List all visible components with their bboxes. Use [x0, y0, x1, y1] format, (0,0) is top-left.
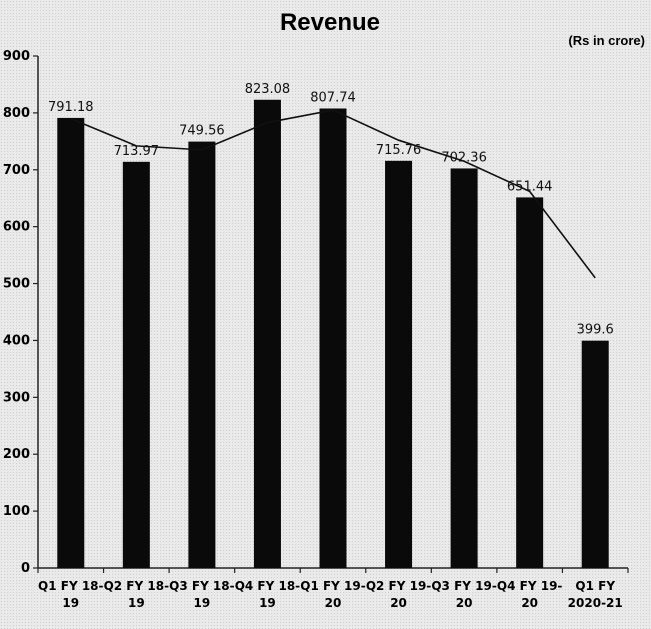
x-tick-label: Q4 FY 18- 19	[235, 579, 300, 610]
y-tick-label: 0	[21, 561, 30, 576]
bar	[516, 197, 544, 568]
y-tick-label: 800	[3, 106, 30, 121]
bars	[57, 99, 609, 569]
x-tick-label: Q4 FY 19- 20	[497, 579, 562, 610]
trendline-group	[70, 109, 596, 279]
x-tick-label: Q1 FY 18- 19	[38, 579, 103, 610]
x-tick-label: Q1 FY 2020-21	[568, 579, 623, 610]
x-tick-label: Q2 FY 19- 20	[366, 579, 431, 610]
x-tick-label-line: Q3 FY 18-	[169, 579, 234, 593]
data-label: 702.36	[441, 150, 487, 165]
x-tick-label-line: 20	[456, 596, 473, 610]
x-tick-label-line: 19	[194, 596, 211, 610]
bar	[581, 340, 609, 568]
y-tick-label: 400	[3, 333, 30, 348]
x-tick-label-line: 19	[259, 596, 276, 610]
bar	[253, 99, 281, 568]
x-tick-label-line: Q4 FY 18-	[235, 579, 300, 593]
chart-title: Revenue	[280, 9, 380, 36]
bar	[385, 160, 413, 569]
axes: 0 100 200 300 400 500 600 700 800 900	[3, 49, 629, 576]
x-tick-label: Q1 FY 19- 20	[300, 579, 365, 610]
x-tick-label-line: Q2 FY 18-	[104, 579, 169, 593]
x-tick-label-line: Q1 FY 19-	[300, 579, 365, 593]
x-tick-label-line: Q3 FY 19-	[431, 579, 496, 593]
data-labels: 791.18 713.97 749.56 823.08 807.74 715.76 702.…	[48, 82, 614, 338]
data-label: 651.44	[507, 179, 553, 194]
x-tick-label-line: Q1 FY 18-	[38, 579, 103, 593]
data-label: 713.97	[114, 144, 160, 159]
unit-note: (Rs in crore)	[568, 33, 645, 48]
y-tick-label: 700	[3, 163, 30, 178]
x-tick-label-line: Q4 FY 19-	[497, 579, 562, 593]
data-label: 823.08	[245, 82, 291, 97]
x-tick-label-line: 19	[62, 596, 79, 610]
bar	[57, 117, 85, 568]
x-tick-label-line: 20	[521, 596, 538, 610]
x-tick-label-line: Q1 FY	[575, 579, 615, 593]
x-tick-label: Q2 FY 18- 19	[104, 579, 169, 610]
x-tick-label-line: 20	[390, 596, 407, 610]
x-tick-label-line: 2020-21	[568, 596, 623, 610]
y-tick-label: 300	[3, 390, 30, 405]
y-tick-label: 600	[3, 220, 30, 235]
trendline	[70, 109, 596, 279]
bar	[450, 168, 478, 569]
y-tick-label: 100	[3, 504, 30, 519]
y-tick-label: 200	[3, 447, 30, 462]
data-label: 399.6	[577, 323, 614, 338]
bar	[122, 161, 150, 569]
bar	[188, 141, 216, 568]
data-label: 715.76	[376, 143, 422, 158]
y-tick-label: 500	[3, 277, 30, 292]
y-tick-label: 900	[3, 49, 30, 64]
data-label: 807.74	[310, 90, 356, 105]
x-tick-label-line: Q2 FY 19-	[366, 579, 431, 593]
data-label: 791.18	[48, 100, 94, 115]
x-tick-label-line: 19	[128, 596, 145, 610]
x-tick-label: Q3 FY 19- 20	[431, 579, 496, 610]
data-label: 749.56	[179, 124, 225, 139]
x-tick-label: Q3 FY 18- 19	[169, 579, 234, 610]
x-tick-label-line: 20	[325, 596, 342, 610]
bar	[319, 108, 347, 568]
